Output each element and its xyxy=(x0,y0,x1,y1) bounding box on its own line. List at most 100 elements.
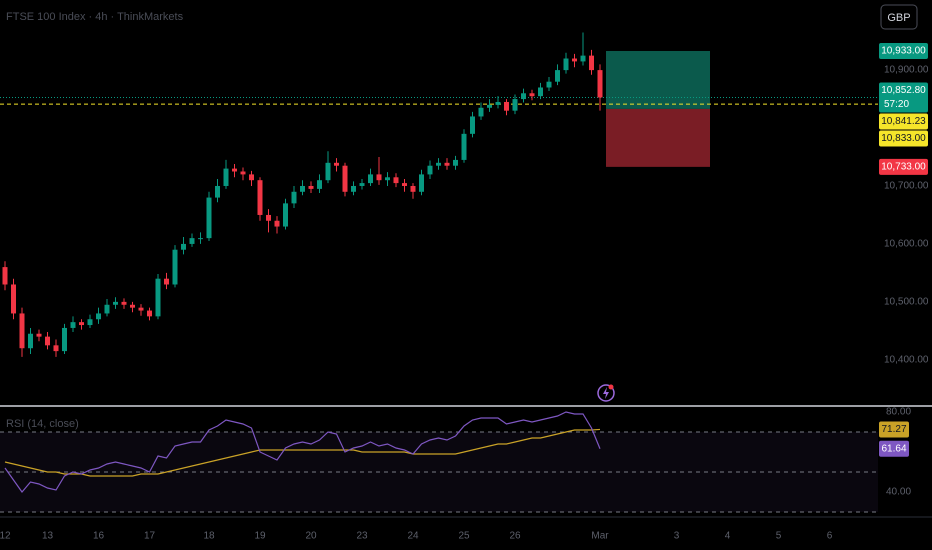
candle-body xyxy=(495,101,501,105)
price-badge-label: 10,841.23 xyxy=(881,116,926,127)
candle-body xyxy=(512,99,518,111)
price-badge xyxy=(879,130,928,147)
candle-body xyxy=(53,345,59,352)
candle-body xyxy=(427,165,433,175)
rsi-badge xyxy=(879,440,909,457)
candle-body xyxy=(36,333,42,337)
price-badge xyxy=(879,158,928,175)
candle-body xyxy=(283,203,288,227)
rsi-tick-label: 80.00 xyxy=(886,407,911,418)
candle-body xyxy=(563,58,569,71)
candle-body xyxy=(11,284,16,314)
currency-label[interactable]: GBP xyxy=(887,12,910,24)
candle-body xyxy=(410,185,416,192)
candle-body xyxy=(529,93,535,97)
alert-icon[interactable] xyxy=(597,384,615,402)
candle-body xyxy=(87,319,93,326)
x-tick-label: 16 xyxy=(93,531,105,542)
candle-body xyxy=(70,322,76,328)
candle-body xyxy=(96,313,101,320)
candle-body xyxy=(342,165,348,192)
candle-body xyxy=(155,278,161,317)
candle-body xyxy=(351,185,356,192)
candle-body xyxy=(436,162,441,166)
candle-body xyxy=(215,185,220,198)
x-tick-label: 24 xyxy=(407,531,419,542)
rsi-line xyxy=(4,411,601,493)
price-badge-label: 10,833.00 xyxy=(881,133,926,144)
candle-body xyxy=(325,162,331,181)
x-tick-label: 19 xyxy=(254,531,266,542)
candle-body xyxy=(121,301,127,305)
candle-body xyxy=(453,159,458,166)
candle-body xyxy=(504,101,509,111)
rsi-ma-badge-label: 71.27 xyxy=(881,424,906,435)
candle-body xyxy=(470,116,475,134)
candle-body xyxy=(521,93,526,100)
candle-body xyxy=(249,174,254,181)
candle-body xyxy=(181,243,186,250)
rsi-ma-badge xyxy=(879,421,909,438)
y-tick-label: 10,500.00 xyxy=(884,297,929,308)
candle-body xyxy=(240,171,246,175)
currency-button[interactable] xyxy=(880,4,918,30)
candle-body xyxy=(164,278,169,285)
rsi-badge-label: 61.64 xyxy=(881,443,906,454)
candle-body xyxy=(359,183,365,186)
candle-body xyxy=(589,55,594,71)
x-tick-label: 25 xyxy=(458,531,470,542)
price-badge-label: 10,852.80 xyxy=(881,85,926,96)
candle-body xyxy=(189,238,195,244)
position-profit xyxy=(606,50,710,109)
candle-body xyxy=(402,183,407,186)
candle-body xyxy=(172,249,178,285)
candle-body xyxy=(376,174,382,181)
price-badge xyxy=(879,42,928,59)
candle-body xyxy=(19,313,25,349)
candle-body xyxy=(291,191,297,204)
rsi-tick-label: 40.00 xyxy=(886,487,911,498)
price-badge xyxy=(879,82,928,113)
candle-body xyxy=(300,185,305,192)
candle-body xyxy=(308,185,314,189)
candle-body xyxy=(334,162,339,166)
x-tick-label: Mar xyxy=(591,531,609,542)
candle-body xyxy=(223,168,229,186)
countdown: 57:20 xyxy=(884,99,909,110)
candle-body xyxy=(232,168,237,172)
rsi-ma-line xyxy=(4,428,601,477)
candle-body xyxy=(461,133,467,160)
candle-body xyxy=(393,177,399,184)
candle-body xyxy=(104,304,110,314)
x-tick-label: 20 xyxy=(305,531,317,542)
candle-body xyxy=(274,220,280,227)
candle-body xyxy=(317,180,322,189)
candle-body xyxy=(487,104,492,108)
candle-body xyxy=(113,301,118,305)
y-tick-label: 10,400.00 xyxy=(884,354,929,365)
candle-body xyxy=(546,81,552,88)
candle-body xyxy=(2,267,8,285)
candle-body xyxy=(28,333,33,349)
candle-body xyxy=(572,58,577,62)
x-tick-label: 5 xyxy=(776,531,782,542)
candle-body xyxy=(206,197,212,239)
position-loss xyxy=(606,108,710,167)
chart-title: FTSE 100 Index · 4h · ThinkMarkets xyxy=(6,11,184,23)
candle-body xyxy=(257,180,263,215)
x-tick-label: 6 xyxy=(827,531,833,542)
candle-body xyxy=(555,70,560,82)
candle-body xyxy=(444,162,450,166)
candle-body xyxy=(266,214,271,221)
candle-body xyxy=(79,322,84,326)
x-tick-label: 12 xyxy=(0,531,11,542)
x-tick-label: 18 xyxy=(203,531,215,542)
y-tick-label: 10,700.00 xyxy=(884,181,929,192)
y-tick-label: 10,900.00 xyxy=(884,65,929,76)
x-tick-label: 4 xyxy=(725,531,731,542)
price-badge-label: 10,733.00 xyxy=(881,162,926,173)
x-tick-label: 23 xyxy=(356,531,368,542)
